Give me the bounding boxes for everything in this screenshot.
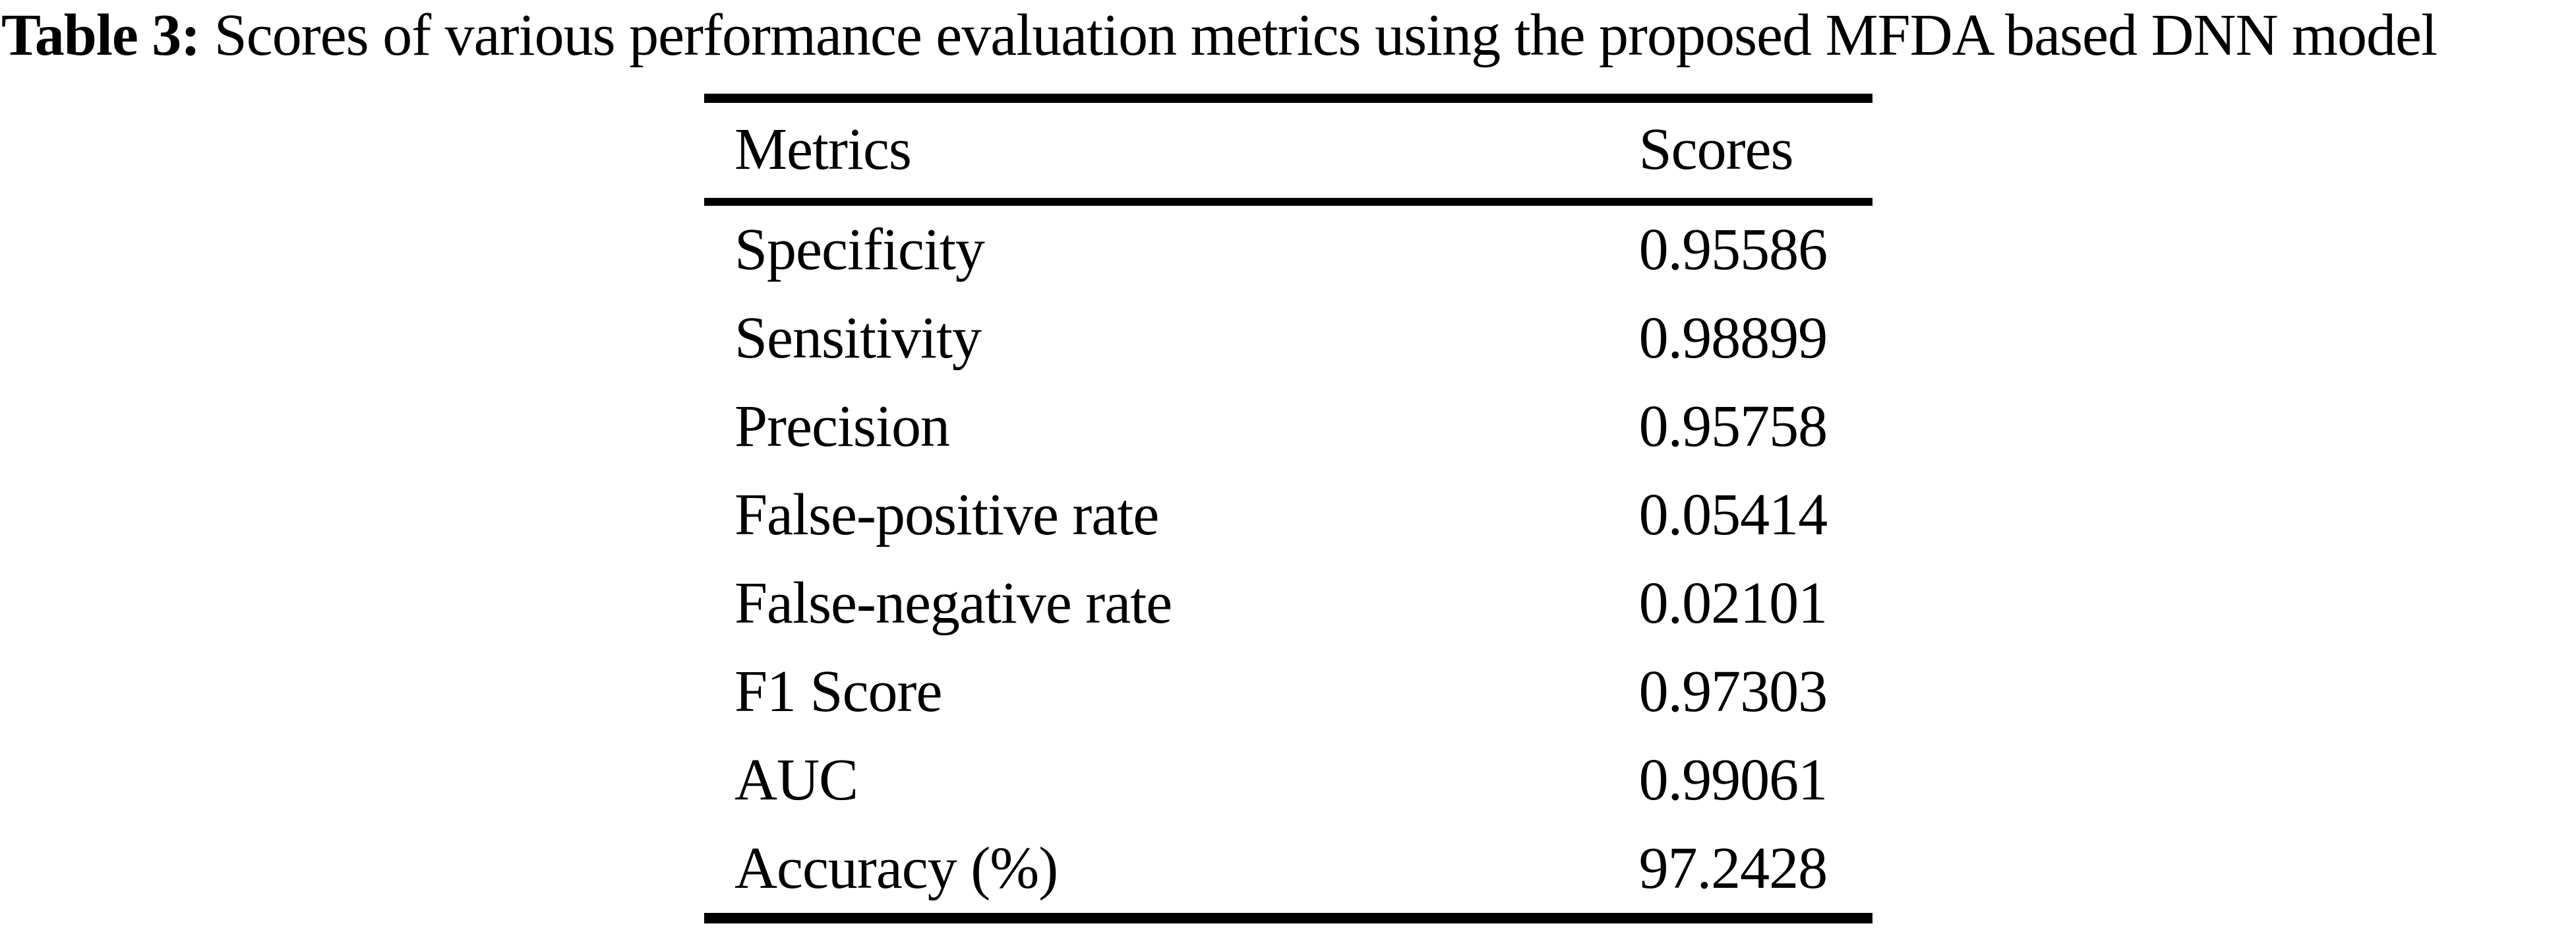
table-row: AUC 0.99061: [704, 736, 1872, 825]
header-row: Metrics Scores: [704, 98, 1872, 206]
metric-score-cell: 0.05414: [1638, 482, 1828, 547]
metric-name-cell: F1 Score: [734, 659, 942, 724]
metrics-table: Metrics Scores Specificity 0.95586 Sensiti…: [704, 94, 1872, 923]
metrics-table-header: Metrics Scores: [704, 98, 1872, 206]
table-row: Specificity 0.95586: [704, 202, 1872, 294]
metric-name-cell: False-positive rate: [734, 482, 1159, 547]
metric-name-cell: False-negative rate: [734, 571, 1172, 636]
metric-score-cell: 0.95758: [1638, 394, 1828, 459]
metric-name-cell: Accuracy (%): [734, 836, 1058, 901]
metric-name-cell: AUC: [734, 747, 858, 813]
metric-score-cell: 97.2428: [1638, 836, 1828, 901]
metric-score-cell: 0.99061: [1638, 747, 1828, 813]
table-row: F1 Score 0.97303: [704, 648, 1872, 736]
metric-name-cell: Specificity: [734, 217, 985, 282]
metric-score-cell: 0.02101: [1638, 571, 1828, 636]
table-row: False-positive rate 0.05414: [704, 471, 1872, 559]
table-row: False-negative rate 0.02101: [704, 559, 1872, 648]
table-caption: Table 3: Scores of various performance e…: [1, 1, 2438, 70]
metric-score-cell: 0.97303: [1638, 659, 1828, 724]
table-caption-label: Table 3:: [1, 3, 200, 68]
column-header-scores: Scores: [1638, 98, 1872, 206]
table-row: Accuracy (%) 97.2428: [704, 825, 1872, 918]
metric-name-cell: Precision: [734, 394, 950, 459]
column-header-metrics: Metrics: [704, 98, 1639, 206]
table-row: Sensitivity 0.98899: [704, 294, 1872, 383]
metric-name-cell: Sensitivity: [734, 305, 982, 371]
metrics-table-body: Specificity 0.95586 Sensitivity 0.98899 Prec…: [704, 202, 1872, 918]
metric-score-cell: 0.95586: [1638, 217, 1828, 282]
metric-score-cell: 0.98899: [1638, 305, 1828, 371]
metrics-table-container: Metrics Scores Specificity 0.95586 Sensiti…: [704, 94, 1872, 923]
table-row: Precision 0.95758: [704, 383, 1872, 471]
table-caption-text: Scores of various performance evaluation…: [200, 3, 2438, 68]
